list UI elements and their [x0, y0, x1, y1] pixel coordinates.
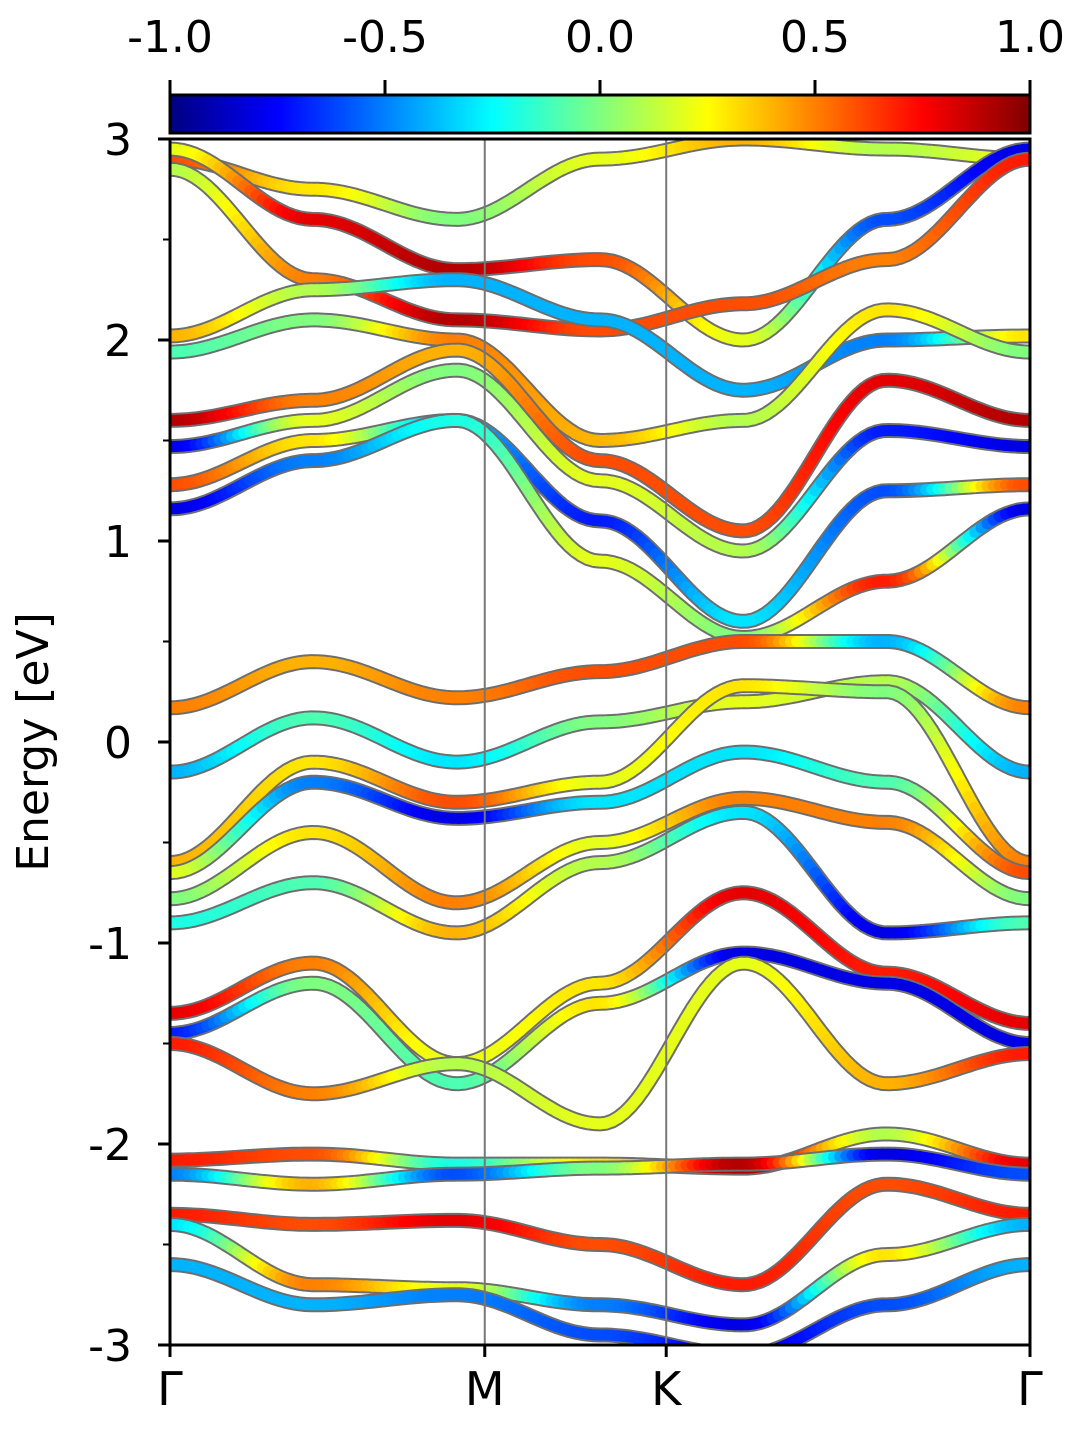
band-21 — [170, 1184, 1030, 1285]
y-tick-label: 2 — [104, 316, 132, 367]
band-segment — [686, 1348, 692, 1349]
k-point-label: M — [465, 1362, 505, 1416]
colorbar-tick-label: 1.0 — [995, 12, 1065, 63]
colorbar-tick-label: -0.5 — [342, 12, 428, 63]
y-axis-ticks: 3 2 1 0 -1 -2 -3 — [88, 115, 170, 1372]
band-segment — [747, 1354, 753, 1355]
y-tick-label: -2 — [88, 1120, 132, 1171]
colorbar — [170, 95, 1030, 133]
band-1 — [170, 139, 1030, 219]
band-segment — [717, 1353, 723, 1354]
colorbar-tick-label: 0.5 — [780, 12, 850, 63]
band-8 — [170, 420, 1030, 621]
band-segment — [772, 1348, 778, 1350]
band-segment — [698, 1351, 704, 1352]
band-segment — [704, 1352, 710, 1353]
band-outline — [170, 1184, 1030, 1285]
y-tick-label: 0 — [104, 718, 132, 769]
band-9 — [170, 421, 1030, 638]
band-segment — [723, 1354, 729, 1355]
y-axis-label: Energy [eV] — [8, 612, 59, 872]
band-segment — [692, 1349, 698, 1350]
band-segment — [766, 1350, 772, 1352]
colorbar-tick-label: -1.0 — [127, 12, 213, 63]
band-segment — [680, 1347, 686, 1348]
colorbar-ticks: -1.0 -0.5 0.0 0.5 1.0 — [127, 12, 1065, 95]
bands-layer — [170, 139, 1030, 1355]
y-tick-label: -3 — [88, 1321, 132, 1372]
band-segment — [760, 1352, 766, 1353]
y-tick-label: 3 — [104, 115, 132, 166]
colorbar-tick-label: 0.0 — [565, 12, 635, 63]
k-point-label: K — [651, 1362, 683, 1416]
y-tick-label: 1 — [104, 517, 132, 568]
band-segment — [754, 1353, 760, 1354]
k-point-label: Γ — [1017, 1362, 1043, 1416]
y-tick-label: -1 — [88, 919, 132, 970]
band-segment — [711, 1353, 717, 1354]
k-point-label: Γ — [157, 1362, 183, 1416]
band-outline — [170, 421, 1030, 638]
